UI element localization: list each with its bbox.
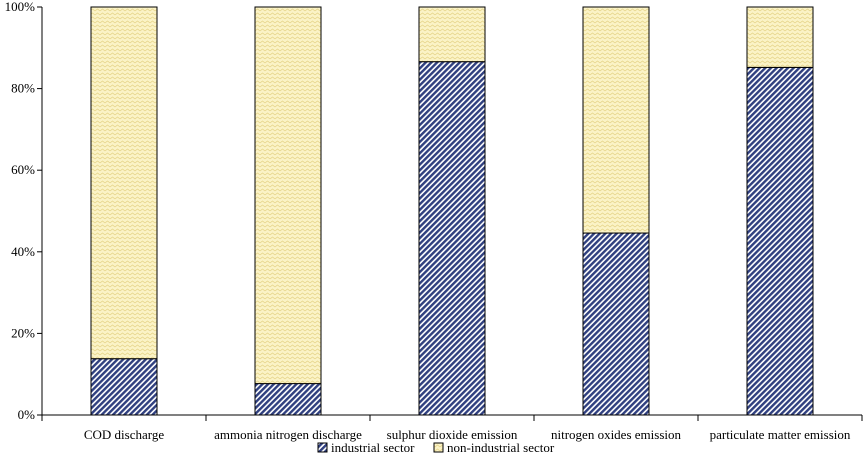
legend-label: non-industrial sector — [447, 440, 555, 455]
x-category-label: COD discharge — [84, 427, 165, 442]
y-tick-label: 80% — [11, 81, 35, 96]
bar-industrial — [582, 232, 650, 416]
y-tick-label: 20% — [11, 325, 35, 340]
x-category-label: ammonia nitrogen discharge — [214, 427, 362, 442]
bar-non-industrial — [746, 6, 814, 68]
bar-industrial — [418, 61, 486, 416]
x-category-label: particulate matter emission — [710, 427, 851, 442]
bar-non-industrial — [90, 6, 158, 360]
bar-industrial — [90, 358, 158, 416]
bar-non-industrial — [582, 6, 650, 234]
y-tick-label: 0% — [18, 407, 36, 422]
plot-area: 0% 20% 40% 60% 80% 100% COD discharge ammonia n… — [5, 0, 863, 442]
legend-swatch — [433, 442, 444, 453]
y-tick-label: 100% — [5, 0, 36, 14]
bar-industrial — [746, 66, 814, 416]
y-tick-label: 40% — [11, 244, 35, 259]
bar-industrial — [254, 383, 322, 416]
bar-non-industrial — [254, 6, 322, 385]
y-tick-label: 60% — [11, 162, 35, 177]
x-category-label: sulphur dioxide emission — [387, 427, 518, 442]
legend: industrial sector non-industrial sector — [317, 440, 555, 455]
bar-non-industrial — [418, 6, 486, 63]
legend-label: industrial sector — [331, 440, 415, 455]
legend-swatch — [317, 442, 328, 453]
x-category-label: nitrogen oxides emission — [551, 427, 681, 442]
